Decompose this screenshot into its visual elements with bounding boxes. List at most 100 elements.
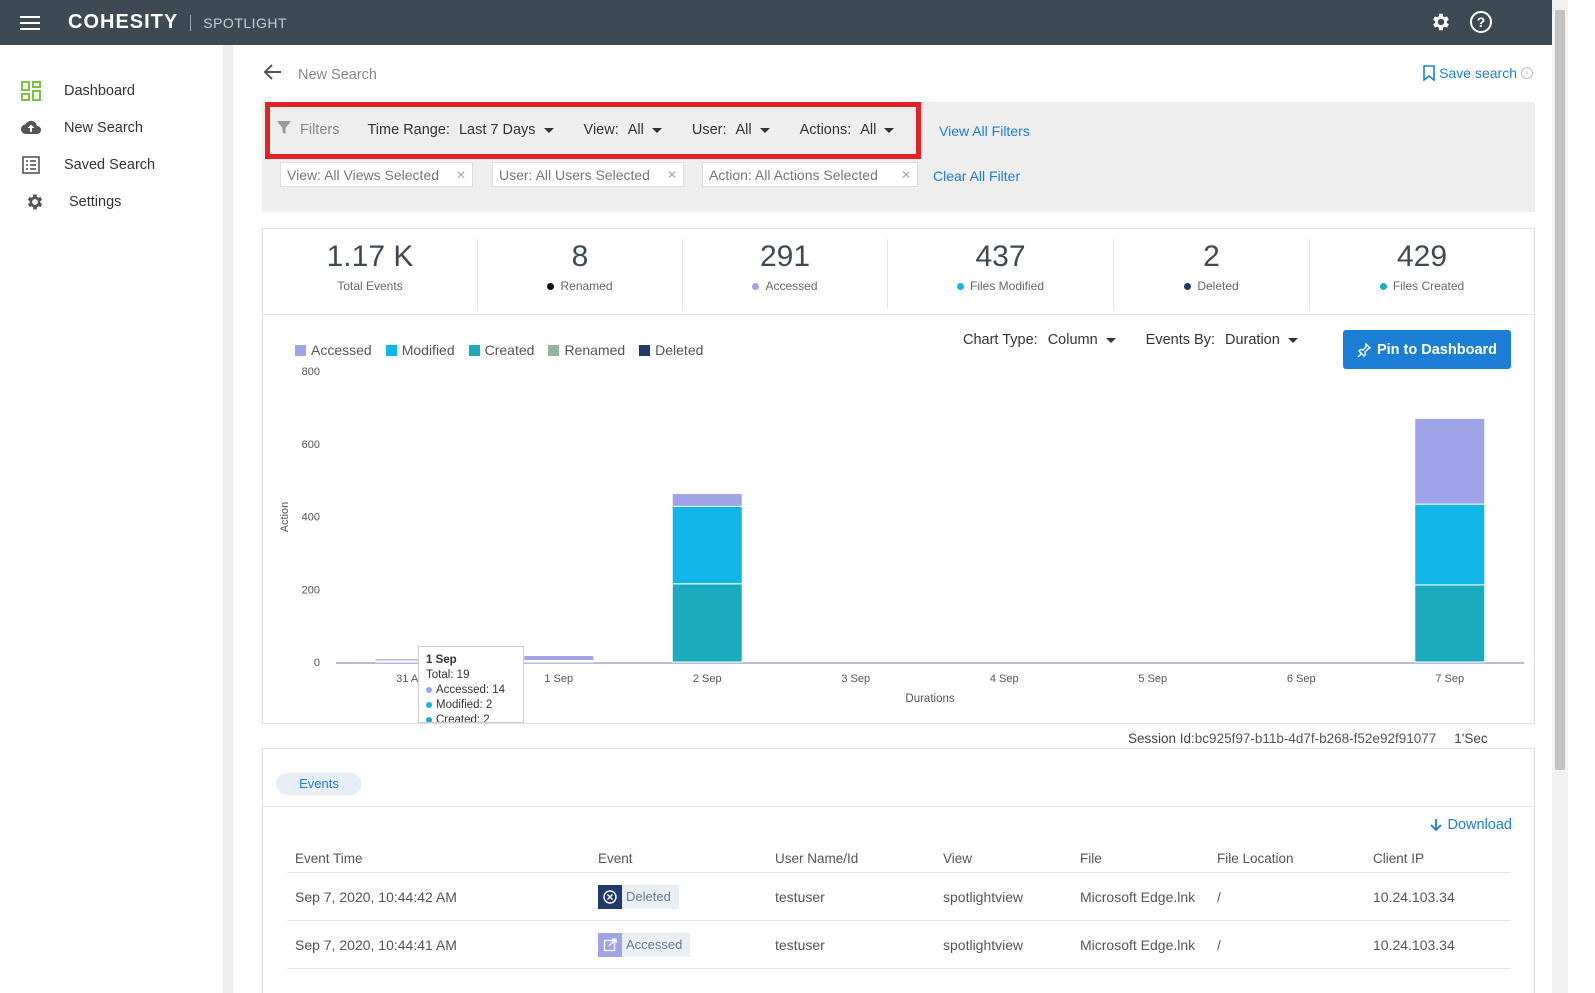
table-row[interactable]: Sep 7, 2020, 10:44:42 AM Deleted testuse… (287, 873, 1511, 921)
view-all-filters-link[interactable]: View All Filters (939, 123, 1030, 139)
filters-text: Filters (300, 122, 340, 138)
list-icon (20, 154, 42, 176)
bar-segment (1414, 416, 1486, 419)
stat-label: Deleted (1197, 279, 1239, 293)
status-dot (752, 282, 760, 290)
chip-label: User: All Users Selected (499, 166, 650, 183)
legend-item-accessed[interactable]: Accessed (295, 342, 372, 358)
column-header[interactable]: Event (598, 851, 633, 866)
view-dropdown[interactable]: View: All (584, 122, 662, 138)
clear-all-filter-link[interactable]: Clear All Filter (933, 168, 1021, 184)
hamburger-menu-icon[interactable] (20, 12, 40, 34)
save-search-button[interactable]: Save search i (1423, 65, 1533, 81)
tooltip-title: 1 Sep (426, 654, 457, 666)
legend-label: Renamed (564, 342, 626, 358)
stat-value: 2 (1203, 240, 1220, 273)
gear-icon[interactable] (1430, 11, 1452, 33)
column-header[interactable]: File (1080, 851, 1102, 866)
sidebar-item-settings[interactable]: Settings (0, 183, 223, 220)
stat-accessed: 291 Accessed (683, 239, 888, 309)
column-header[interactable]: View (943, 851, 973, 866)
stat-label-row: Files Modified (888, 279, 1113, 293)
events-table: Event Time Event User Name/Id View File … (287, 845, 1511, 969)
legend-label: Created (484, 342, 535, 358)
table-row[interactable]: Sep 7, 2020, 10:44:41 AM Accessed testus… (287, 921, 1511, 969)
bar-segment (671, 493, 743, 507)
legend-item-created[interactable]: Created (468, 342, 535, 358)
session-id-label: Session Id: (1128, 731, 1195, 746)
filters-label: Filters (276, 120, 339, 140)
view-value: All (627, 122, 644, 138)
column-header[interactable]: Event Time (295, 851, 363, 866)
cell-view: spotlightview (943, 888, 1024, 905)
stat-label-row: Deleted (1114, 279, 1309, 293)
tooltip-line-accessed: Accessed: 14 (426, 683, 516, 698)
status-dot (547, 282, 555, 290)
help-icon[interactable]: ? (1470, 11, 1492, 33)
close-icon[interactable]: ✕ (900, 167, 911, 182)
event-badge: Accessed (598, 932, 691, 957)
bar-segment (1414, 503, 1486, 586)
column-header[interactable]: File Location (1217, 851, 1294, 866)
sidebar-item-new-search[interactable]: New Search (0, 109, 223, 146)
sidebar-item-dashboard[interactable]: Dashboard (0, 72, 223, 109)
y-tick-label: 0 (314, 657, 320, 669)
sidebar-item-saved-search[interactable]: Saved Search (0, 146, 223, 183)
cell-file-location: / (1217, 936, 1221, 953)
y-tick-label: 800 (302, 366, 320, 378)
close-icon[interactable]: ✕ (666, 167, 677, 182)
filter-highlight-box (265, 102, 921, 159)
scrollbar-thumb[interactable] (1555, 10, 1565, 770)
close-icon[interactable]: ✕ (455, 167, 466, 182)
stat-renamed: 8 Renamed (478, 239, 683, 309)
tab-events[interactable]: Events (276, 773, 362, 795)
chart-type-value: Column (1047, 332, 1098, 348)
stats-row: 1.17 K Total Events 8 Renamed 291 Access… (263, 229, 1534, 315)
legend-item-modified[interactable]: Modified (385, 342, 455, 358)
legend-item-renamed[interactable]: Renamed (548, 342, 625, 358)
status-dot (1184, 282, 1192, 290)
time-range-dropdown[interactable]: Time Range: Last 7 Days (367, 122, 554, 138)
legend-swatch (385, 344, 397, 356)
legend-item-deleted[interactable]: Deleted (639, 342, 703, 358)
table-header: Event Time Event User Name/Id View File … (287, 845, 1511, 873)
user-dropdown[interactable]: User: All (692, 122, 770, 138)
column-header[interactable]: Client IP (1373, 851, 1425, 866)
info-icon: i (1521, 67, 1533, 79)
download-button[interactable]: Download (1429, 817, 1512, 833)
caret-down-icon (759, 127, 770, 133)
session-time: 1'Sec (1454, 731, 1488, 746)
chart-legend: Accessed Modified Created Renamed Delete… (295, 342, 703, 358)
x-tick-label: 31 Au (396, 673, 424, 685)
x-tick-label: 1 Sep (544, 673, 573, 685)
events-by-dropdown[interactable]: Events By: Duration (1146, 332, 1298, 348)
filter-chip-action: Action: All Actions Selected ✕ (702, 162, 918, 187)
status-dot (956, 282, 964, 290)
chip-label: Action: All Actions Selected (709, 166, 878, 183)
column-header[interactable]: User Name/Id (775, 851, 859, 866)
actions-dropdown[interactable]: Actions: All (800, 122, 895, 138)
time-range-value: Last 7 Days (458, 122, 536, 138)
page-scrollbar[interactable] (1552, 0, 1568, 993)
events-by-value: Duration (1224, 332, 1280, 348)
deleted-icon (598, 884, 622, 909)
stat-value: 1.17 K (326, 240, 414, 273)
brand-divider (190, 14, 192, 31)
stat-label: Files Created (1392, 279, 1465, 293)
cell-view: spotlightview (943, 936, 1024, 953)
x-tick-label: 6 Sep (1287, 673, 1316, 685)
back-arrow-icon[interactable] (263, 63, 283, 87)
stat-files-modified: 437 Files Modified (888, 239, 1114, 309)
stat-label-row: Renamed (478, 279, 682, 293)
pin-to-dashboard-button[interactable]: Pin to Dashboard (1343, 330, 1511, 369)
x-tick-label: 2 Sep (693, 673, 722, 685)
caret-down-icon (1287, 337, 1298, 343)
events-by-label: Events By: (1145, 332, 1215, 348)
cell-user: testuser (775, 888, 825, 905)
bookmark-icon (1423, 65, 1435, 81)
cell-file-location: / (1217, 888, 1221, 905)
tooltip-dot (426, 687, 432, 693)
legend-swatch (295, 344, 306, 356)
chart-type-dropdown[interactable]: Chart Type: Column (963, 332, 1116, 348)
x-tick-label: 4 Sep (990, 673, 1019, 685)
